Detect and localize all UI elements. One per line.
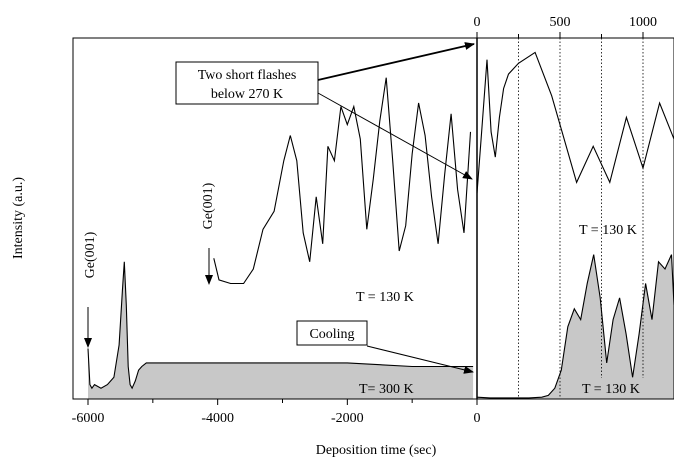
x-tick-label: 0	[474, 411, 481, 426]
top-tick-label: 500	[550, 15, 571, 30]
cooling-annotation-label: Cooling	[309, 327, 354, 342]
series-130k-lower-line	[476, 254, 674, 399]
x-tick-label: -2000	[331, 411, 364, 426]
flash-arrow-1	[317, 42, 475, 81]
series-130k-upper-line	[213, 77, 472, 285]
top-tick-label: 1000	[629, 15, 657, 30]
cooling-arrow	[366, 345, 474, 374]
temp-label-lower-right: T = 130 K	[582, 382, 640, 397]
temp-label-300k: T= 300 K	[359, 382, 414, 397]
top-axis-dotted-lines	[518, 38, 644, 399]
x-axis-label: Deposition time (sec)	[316, 443, 437, 458]
top-axis-ticks: 0 500 1000	[474, 15, 657, 38]
flash-annotation-box	[175, 61, 319, 105]
series-130k-lower-area	[477, 254, 674, 399]
series-130k-right-line	[476, 51, 674, 194]
temp-130k-lower-label-bg	[580, 378, 662, 398]
x-tick-label: -4000	[201, 411, 234, 426]
flash-annotation-line2: below 270 K	[211, 87, 283, 102]
cooling-annotation-box	[296, 320, 368, 346]
y-axis-label: Intensity (a.u.)	[11, 177, 26, 259]
temp-label-upper-right: T = 130 K	[579, 223, 637, 238]
flash-arrow-2	[317, 92, 473, 180]
ge001-label-left: Ge(001)	[83, 231, 98, 278]
x-tick-label: -6000	[72, 411, 105, 426]
temp-300k-label-bg	[354, 378, 432, 398]
plot-frame	[72, 37, 674, 400]
temp-label-upper-left: T = 130 K	[356, 290, 414, 305]
top-tick-label: 0	[474, 15, 481, 30]
x-axis-ticks: -6000 -4000 -2000 0	[72, 399, 481, 426]
flash-annotation-line1: Two short flashes	[198, 68, 297, 83]
ge001-label-right: Ge(001)	[201, 182, 216, 229]
series-300k-line	[87, 261, 474, 390]
